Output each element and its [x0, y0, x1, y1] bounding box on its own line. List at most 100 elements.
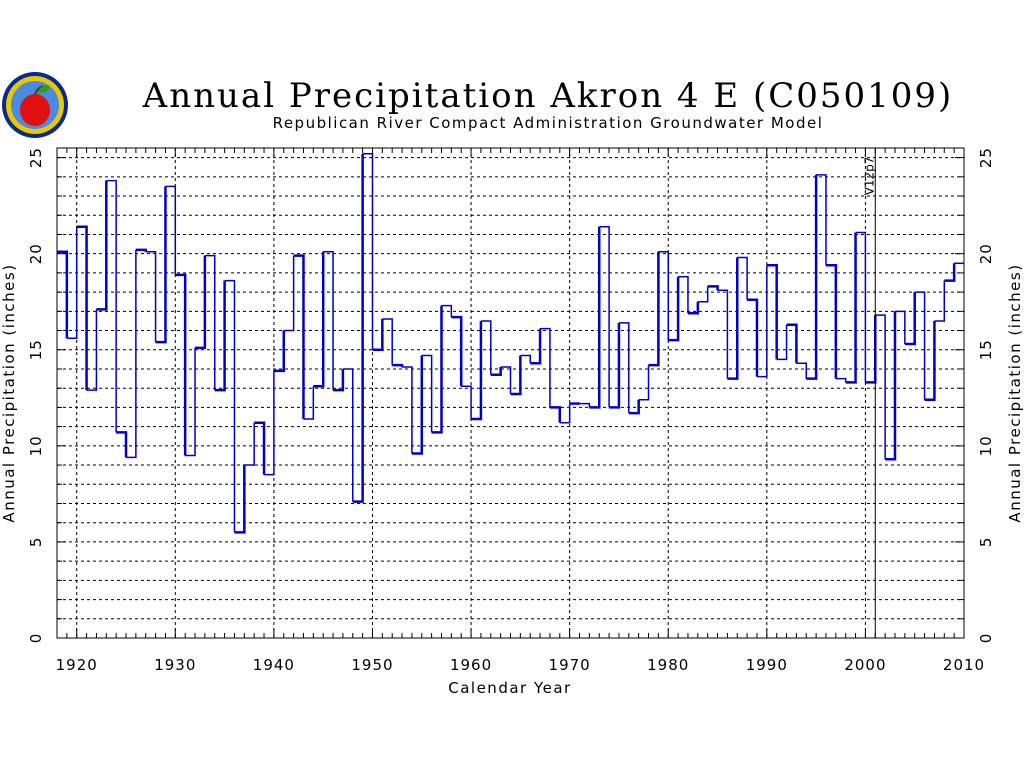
step-segment-1994 [806, 174, 818, 380]
step-segment-1960 [471, 320, 483, 421]
step-segment-1950 [372, 319, 384, 352]
x-axis-label: Calendar Year [448, 679, 571, 697]
step-segment-1976 [628, 399, 640, 415]
step-segment-1979 [658, 251, 669, 341]
step-segment-1929 [165, 185, 177, 275]
step-segment-1918 [57, 250, 69, 339]
y-tick-label-right: 5 [977, 537, 995, 548]
step-segment-1951 [382, 318, 393, 366]
step-segment-1953 [402, 366, 413, 454]
step-segment-1919 [66, 226, 78, 339]
chart-title: Annual Precipitation Akron 4 E (C050109) [142, 76, 954, 116]
step-segment-2000 [865, 315, 877, 384]
step-segment-1978 [648, 251, 660, 367]
y-tick-label-right: 10 [977, 435, 995, 456]
step-segment-1973 [599, 226, 610, 408]
step-segment-1935 [224, 279, 236, 533]
step-segment-1958 [451, 315, 463, 387]
step-segment-1927 [145, 251, 157, 343]
step-segment-2003 [894, 310, 906, 344]
y-tick-label-right: 20 [977, 243, 995, 264]
step-segment-1983 [697, 286, 709, 303]
y-tick-label-right: 0 [977, 633, 995, 644]
axis-ticks [56, 148, 965, 639]
step-segment-1936 [234, 465, 246, 534]
grid-lines [57, 148, 964, 638]
step-segment-1940 [273, 330, 285, 373]
step-segment-1930 [175, 273, 187, 456]
x-tick-label: 1990 [746, 656, 788, 674]
x-tick-label: 2010 [943, 656, 985, 674]
step-segment-1984 [707, 285, 719, 291]
step-segment-1997 [835, 377, 847, 383]
step-segment-2005 [914, 291, 926, 400]
step-segment-1980 [668, 276, 680, 342]
step-segment-1944 [313, 251, 325, 388]
step-segment-1968 [549, 406, 562, 423]
y-tick-label-left: 5 [27, 537, 45, 548]
step-segment-1938 [254, 421, 266, 475]
step-segment-1974 [609, 322, 621, 409]
step-segment-1921 [86, 309, 98, 391]
step-segment-1999 [855, 231, 867, 383]
step-segment-1949 [362, 153, 374, 350]
step-segment-1977 [638, 365, 650, 401]
step-segment-1982 [687, 301, 700, 315]
step-segment-1952 [392, 363, 404, 368]
series-steps [57, 153, 964, 534]
x-tick-label: 1930 [154, 656, 196, 674]
step-segment-1955 [421, 354, 433, 433]
step-segment-1993 [796, 362, 808, 379]
step-segment-2004 [904, 292, 916, 346]
step-segment-1971 [579, 402, 591, 408]
step-segment-1991 [776, 324, 788, 361]
step-segment-1995 [816, 174, 827, 266]
step-segment-1985 [717, 289, 729, 379]
step-segment-1945 [323, 251, 334, 391]
step-segment-1959 [461, 385, 472, 419]
step-segment-1962 [490, 367, 502, 376]
step-segment-1954 [411, 355, 424, 455]
step-segment-1948 [352, 153, 364, 503]
step-segment-1990 [766, 263, 778, 360]
y-tick-label-left: 20 [27, 243, 45, 264]
step-segment-1947 [342, 368, 354, 502]
step-segment-1943 [303, 386, 315, 420]
step-segment-1992 [786, 323, 798, 364]
y-tick-label-left: 25 [27, 147, 45, 168]
x-tick-label: 1920 [56, 656, 98, 674]
step-segment-1963 [500, 366, 512, 394]
x-tick-label: 2000 [844, 656, 886, 674]
step-segment-1987 [737, 256, 748, 300]
step-segment-1923 [106, 179, 117, 433]
step-segment-1934 [214, 280, 226, 392]
step-segment-1920 [76, 225, 88, 391]
x-tick-label: 1980 [647, 656, 689, 674]
x-tick-label: 1960 [450, 656, 492, 674]
y-tick-labels: 0 0 5 5 10 10 15 15 20 20 25 25 [27, 147, 995, 643]
y-tick-label-left: 0 [27, 633, 45, 644]
step-segment-1965 [520, 354, 531, 364]
plot-frame [56, 147, 965, 639]
x-tick-label: 1970 [549, 656, 591, 674]
step-segment-1942 [293, 254, 305, 419]
step-segment-1922 [96, 180, 108, 311]
step-segment-1989 [756, 265, 768, 378]
step-segment-1998 [845, 232, 857, 384]
step-segment-1928 [155, 186, 167, 344]
x-tick-labels: 1920 1930 1940 1950 1960 1970 1980 1990 2000 2010 [56, 656, 985, 674]
step-segment-2002 [885, 311, 897, 461]
step-segment-1956 [431, 305, 443, 434]
chart-subtitle: Republican River Compact Administration … [273, 114, 824, 132]
step-segment-1961 [480, 320, 492, 375]
step-segment-1972 [589, 226, 601, 409]
step-segment-1937 [244, 422, 255, 466]
step-segment-1996 [825, 263, 838, 379]
step-segment-1957 [441, 304, 453, 318]
step-segment-1969 [559, 403, 571, 424]
y-tick-label-right: 15 [977, 339, 995, 360]
step-segment-2008 [944, 263, 956, 282]
step-segment-1946 [333, 368, 345, 392]
step-segment-1932 [195, 255, 207, 350]
step-segment-1926 [135, 248, 147, 252]
